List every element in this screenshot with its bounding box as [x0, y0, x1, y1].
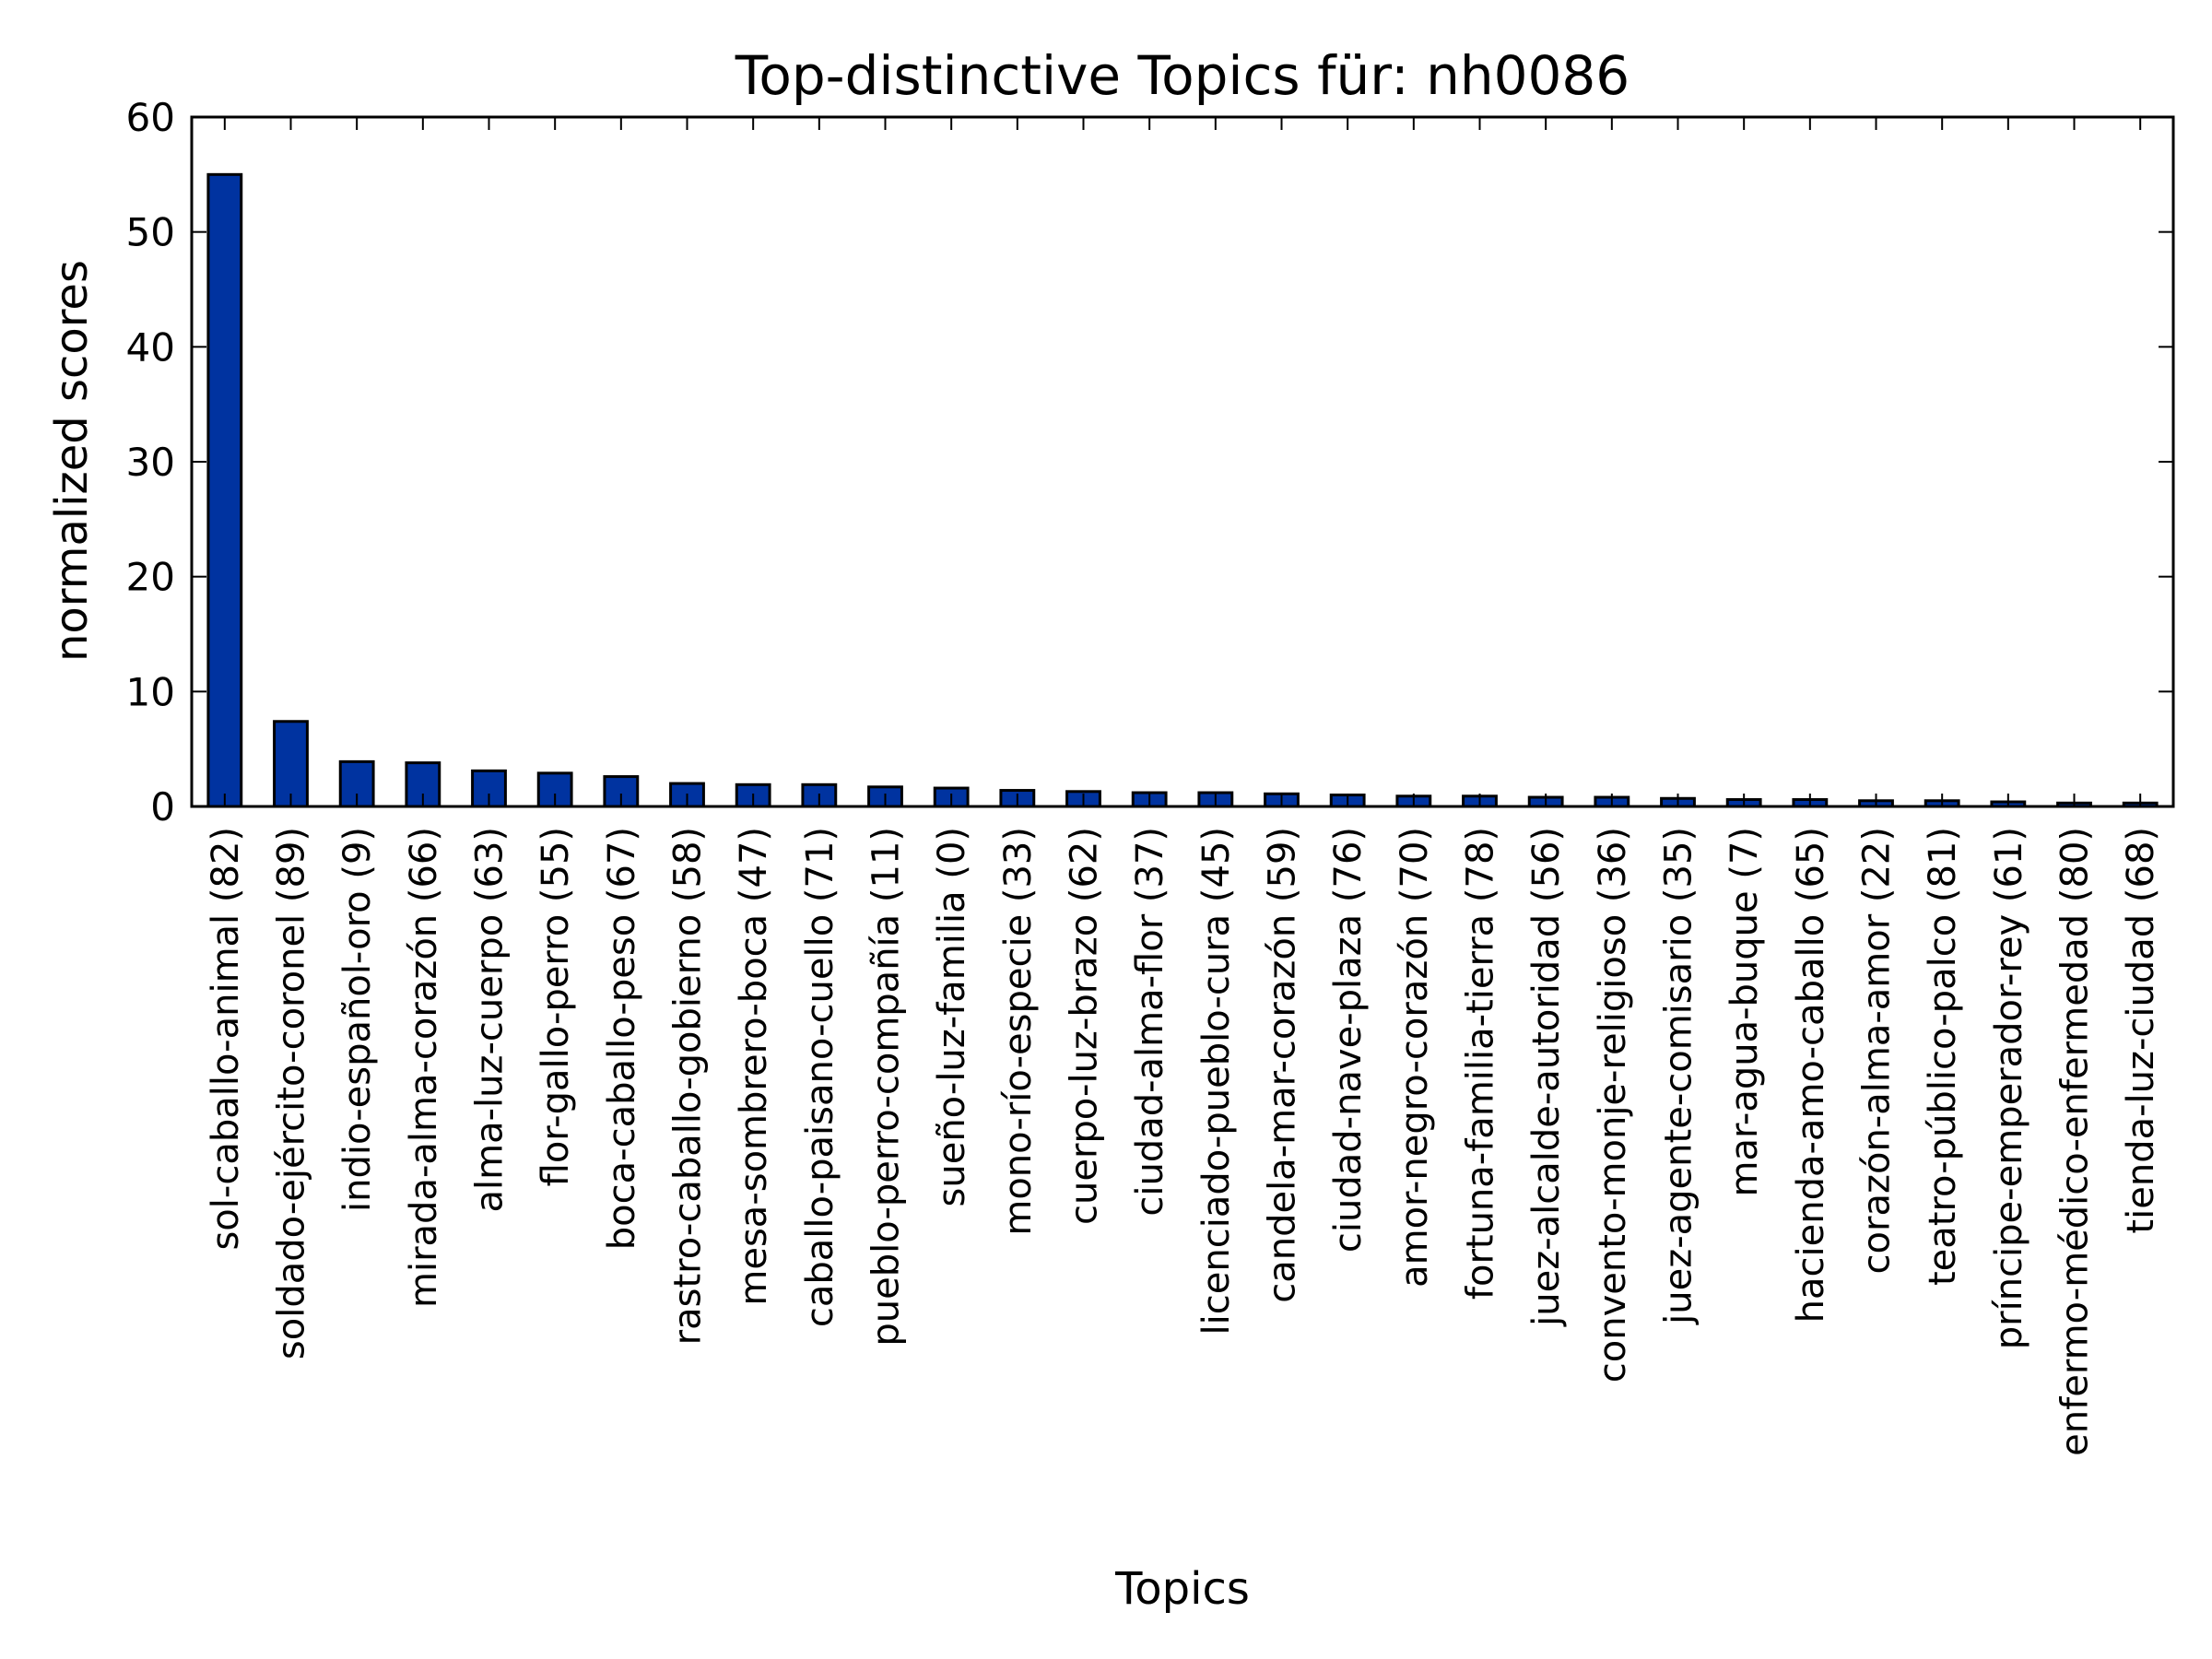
x-tick-label: mirada-alma-corazón (66) [403, 827, 445, 1308]
y-tick-label: 0 [150, 784, 175, 830]
x-tick-label: cuerpo-luz-brazo (62) [1064, 827, 1106, 1225]
y-tick-label: 20 [126, 555, 175, 600]
y-axis-label: normalized scores [46, 260, 98, 662]
x-tick-label: tienda-luz-ciudad (68) [2120, 827, 2162, 1234]
x-tick-label: teatro-público-palco (81) [1922, 827, 1964, 1286]
plot-frame [190, 115, 2175, 808]
x-tick-label: ciudad-alma-flor (37) [1129, 827, 1171, 1217]
x-tick-label: mono-río-especie (33) [997, 827, 1040, 1236]
x-tick-label: pueblo-perro-compañía (11) [865, 827, 908, 1347]
x-tick-label: mar-agua-buque (7) [1724, 827, 1766, 1196]
x-tick-label: corazón-alma-amor (22) [1856, 827, 1899, 1274]
x-tick-label: fortuna-familia-tierra (78) [1460, 827, 1502, 1300]
y-ticks: 0 10 20 30 40 50 60 [126, 95, 2173, 830]
x-tick-label: candela-mar-corazón (59) [1262, 827, 1304, 1303]
x-tick-label: licenciado-pueblo-cura (45) [1195, 827, 1238, 1335]
x-tick-label: caballo-paisano-cuello (71) [799, 827, 841, 1327]
y-tick-label: 50 [126, 210, 175, 255]
x-tick-label: boca-caballo-peso (67) [601, 827, 643, 1250]
y-tick-label: 60 [126, 95, 175, 140]
x-tick-label: indio-español-oro (9) [336, 827, 379, 1212]
x-tick-label: rastro-caballo-gobierno (58) [667, 827, 710, 1345]
chart-title: Top-distinctive Topics für: nh0086 [735, 44, 1630, 107]
y-tick-label: 30 [126, 440, 175, 485]
x-tick-label: ciudad-nave-plaza (76) [1327, 827, 1370, 1253]
x-tick-label: amor-negro-corazón (70) [1394, 827, 1436, 1288]
x-tick-label: enfermo-médico-enfermedad (80) [2054, 827, 2097, 1456]
x-tick-label: flor-gallo-perro (55) [535, 827, 577, 1186]
x-axis-label: Topics [1114, 1563, 1250, 1615]
y-tick-label: 10 [126, 669, 175, 714]
x-ticks: sol-caballo-animal (82) soldado-ejército-… [205, 117, 2162, 1456]
x-tick-label: juez-alcalde-autoridad (56) [1525, 827, 1568, 1327]
x-tick-label: sol-caballo-animal (82) [205, 827, 247, 1251]
y-tick-label: 40 [126, 324, 175, 370]
x-tick-label: sueño-luz-familia (0) [931, 827, 973, 1206]
x-tick-label: alma-luz-cuerpo (63) [469, 827, 512, 1213]
bars-layer [206, 172, 2159, 808]
x-tick-label: convento-monje-religioso (36) [1592, 827, 1634, 1382]
x-tick-label: príncipe-emperador-rey (61) [1988, 827, 2030, 1349]
x-tick-label: soldado-ejército-coronel (89) [271, 827, 313, 1359]
bar [206, 172, 243, 808]
x-tick-label: mesa-sombrero-boca (47) [733, 827, 775, 1306]
x-tick-label: juez-agente-comisario (35) [1658, 827, 1700, 1325]
x-tick-label: hacienda-amo-caballo (65) [1790, 827, 1832, 1323]
